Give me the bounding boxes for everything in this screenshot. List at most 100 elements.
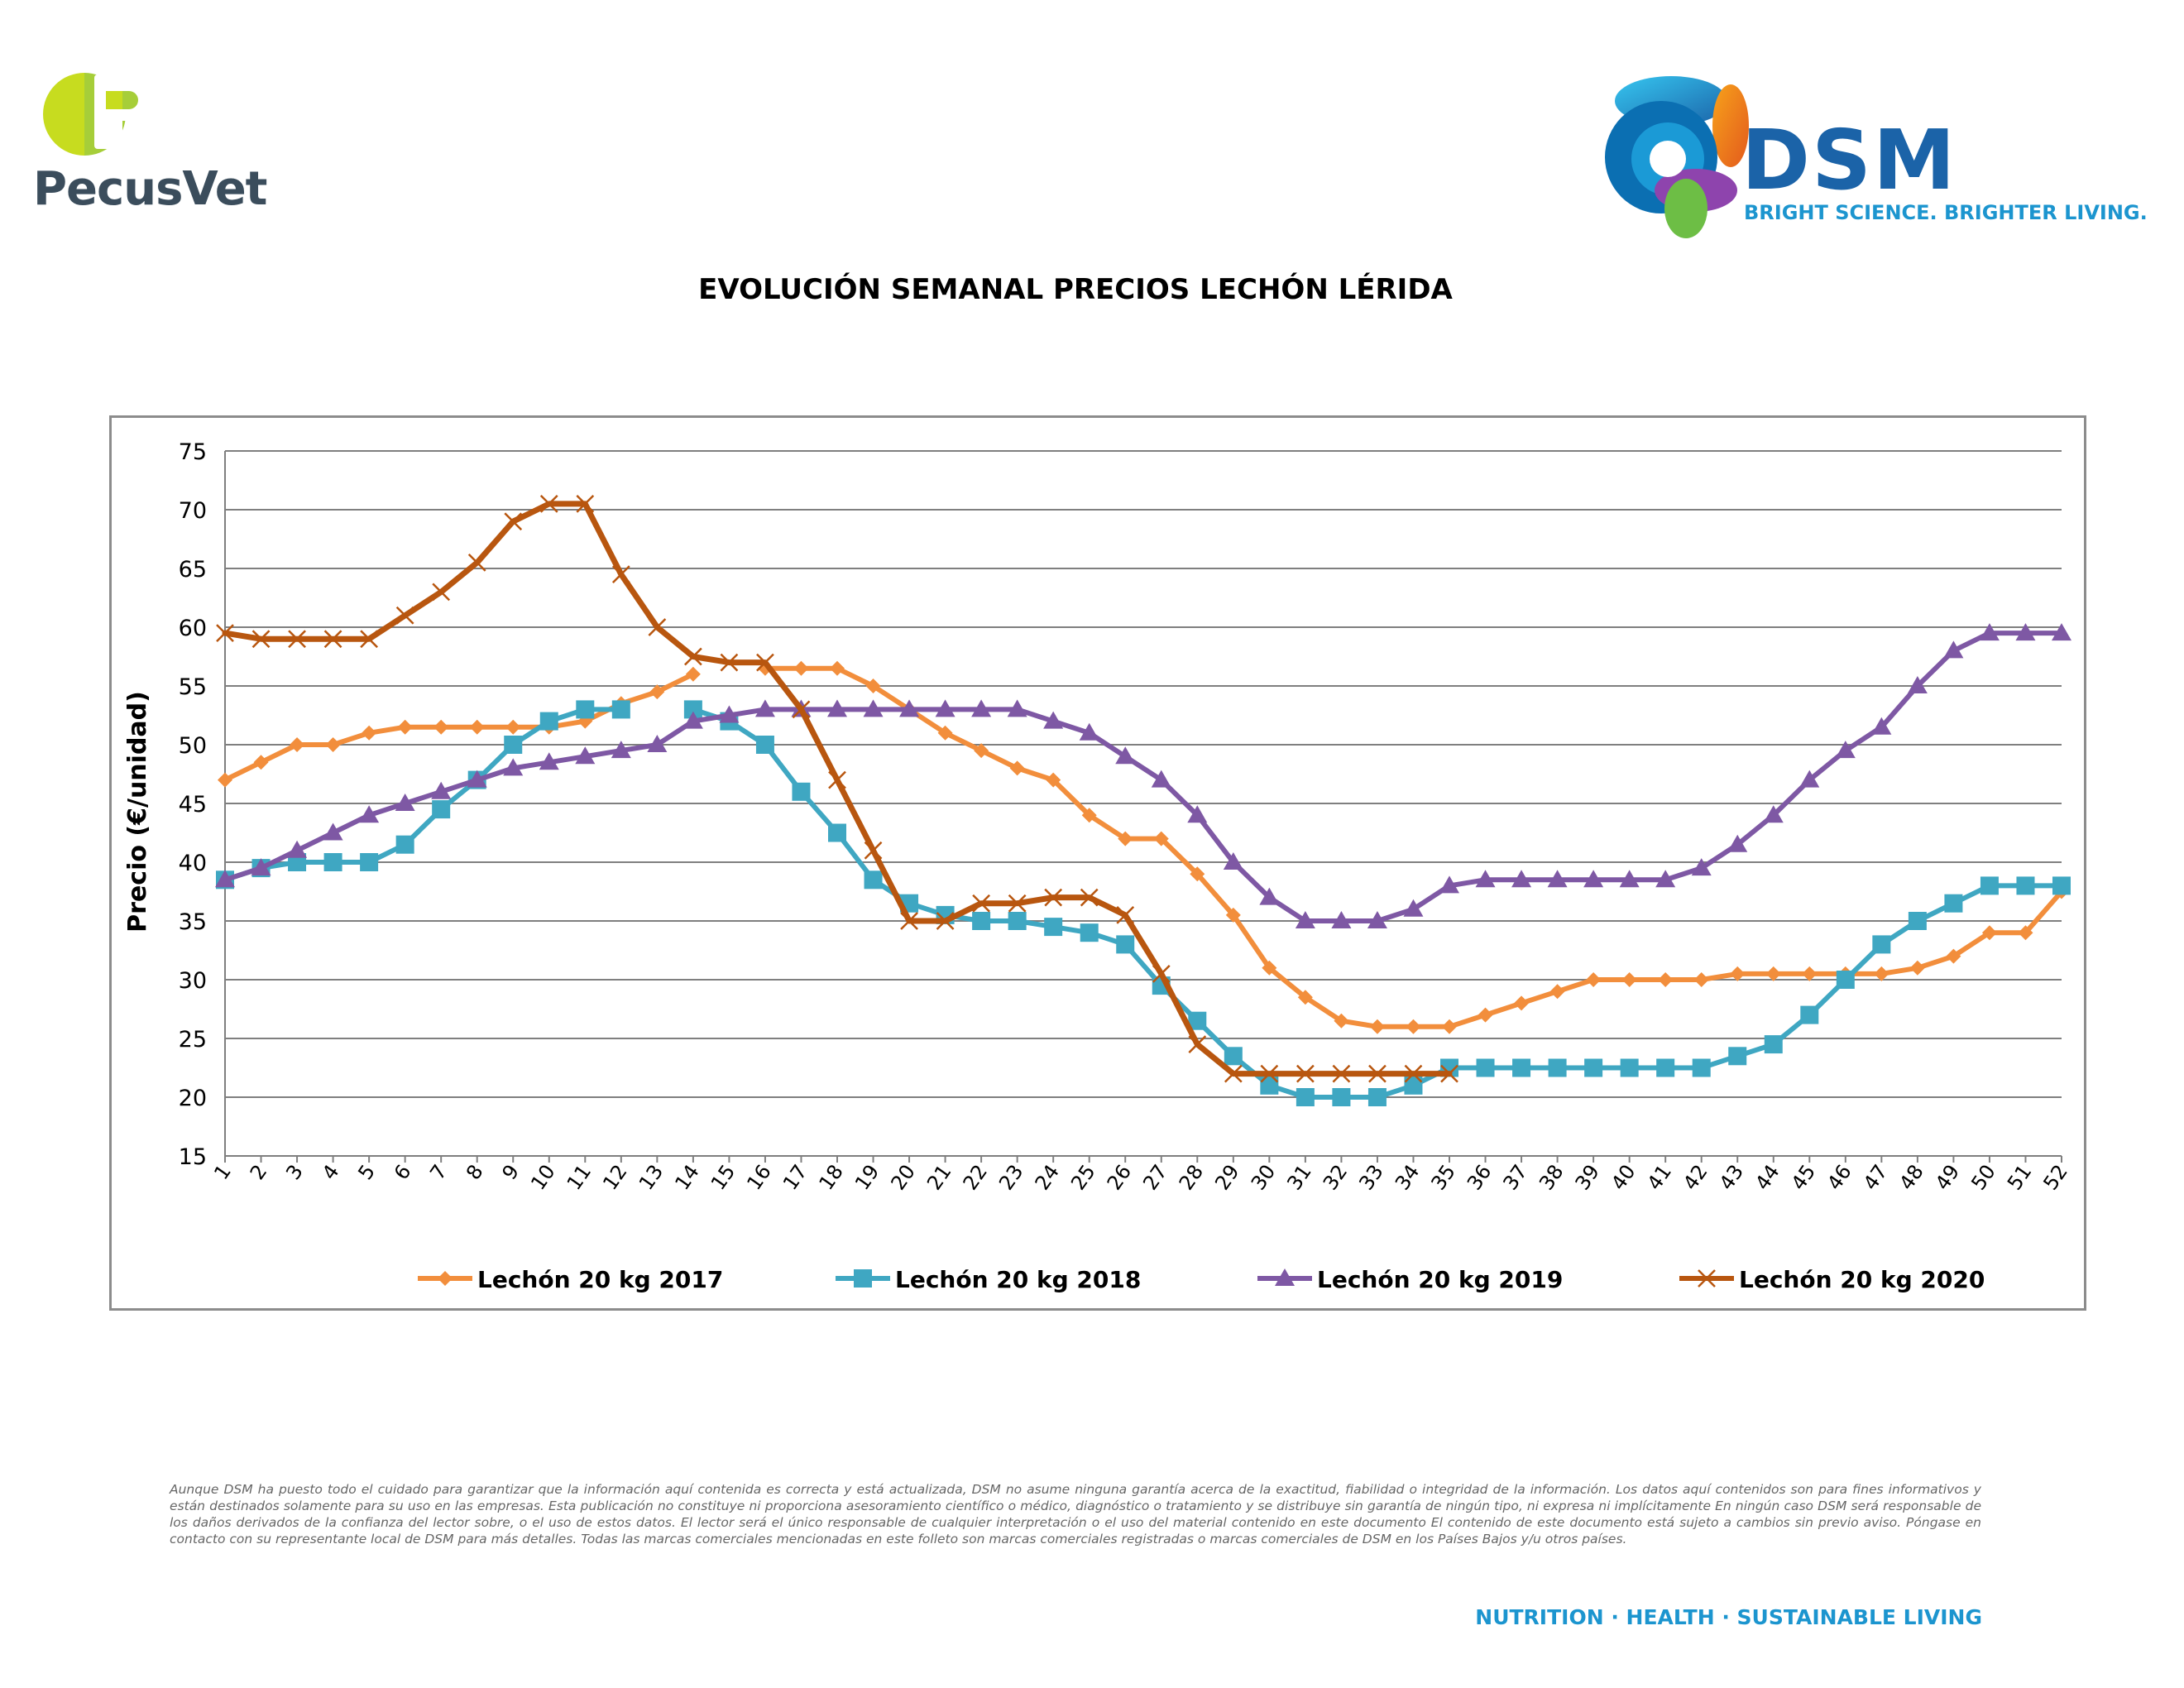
- x-tick-label: 48: [1894, 1160, 1928, 1194]
- data-point: [215, 870, 235, 888]
- series-line: [223, 665, 2064, 1029]
- y-tick-label: 30: [179, 968, 207, 994]
- data-point: [1223, 852, 1243, 870]
- chart-title: EVOLUCIÓN SEMANAL PRECIOS LECHÓN LÉRIDA: [698, 273, 1453, 306]
- data-point: [1044, 918, 1063, 937]
- x-tick-label: 15: [706, 1160, 740, 1194]
- data-point: [972, 912, 991, 930]
- data-point: [218, 772, 232, 788]
- data-point: [1367, 911, 1387, 928]
- legend-label: Lechón 20 kg 2020: [1739, 1266, 1985, 1293]
- x-tick-label: 42: [1679, 1160, 1712, 1194]
- data-point: [682, 711, 703, 729]
- data-point: [1907, 676, 1928, 693]
- y-tick-label: 40: [179, 851, 207, 876]
- data-point: [899, 699, 920, 717]
- pecusvet-logo-text: PecusVet: [33, 162, 267, 216]
- data-point: [1872, 935, 1891, 954]
- data-point: [360, 630, 379, 649]
- data-point: [362, 725, 377, 741]
- dsm-tagline: BRIGHT SCIENCE. BRIGHTER LIVING.: [1744, 201, 2148, 224]
- data-point: [1511, 870, 1532, 888]
- data-point: [432, 583, 451, 602]
- x-tick-label: 14: [670, 1160, 703, 1194]
- data-point: [827, 699, 847, 717]
- disclaimer: Aunque DSM ha puesto todo el cuidado par…: [170, 1482, 1981, 1547]
- data-point: [1478, 1007, 1493, 1023]
- x-tick-label: 17: [778, 1160, 812, 1194]
- x-tick-label: 45: [1787, 1160, 1820, 1194]
- legend-marker: [438, 1271, 453, 1286]
- x-tick-label: 28: [1175, 1160, 1208, 1194]
- x-tick-label: 2: [246, 1160, 272, 1184]
- data-point: [290, 737, 305, 752]
- data-point: [323, 630, 342, 649]
- x-tick-label: 4: [318, 1160, 344, 1184]
- data-point: [1044, 888, 1063, 907]
- data-point: [1116, 906, 1135, 924]
- data-point: [503, 758, 524, 776]
- data-point: [1188, 1035, 1207, 1053]
- x-tick-label: 44: [1751, 1160, 1784, 1194]
- data-point: [1225, 907, 1241, 923]
- data-point: [935, 699, 956, 717]
- x-tick-label: 32: [1319, 1160, 1352, 1194]
- data-point: [1658, 972, 1674, 987]
- y-tick-label: 75: [179, 439, 207, 465]
- x-tick-label: 31: [1282, 1160, 1315, 1194]
- data-point: [1693, 972, 1709, 987]
- data-point: [2015, 623, 2036, 641]
- data-point: [1008, 912, 1027, 930]
- data-point: [504, 512, 523, 531]
- data-point: [1800, 1005, 1819, 1024]
- data-point: [1007, 699, 1027, 717]
- y-tick-label: 45: [179, 792, 207, 818]
- x-tick-label: 33: [1354, 1160, 1387, 1194]
- data-point: [2016, 876, 2035, 895]
- x-tick-label: 9: [497, 1160, 524, 1184]
- data-point: [683, 700, 702, 719]
- data-point: [828, 770, 846, 789]
- data-point: [1224, 1064, 1243, 1083]
- series-line: [223, 631, 2064, 923]
- data-point: [1152, 965, 1171, 983]
- data-point: [1583, 870, 1604, 888]
- data-point: [863, 699, 884, 717]
- data-point: [1081, 808, 1097, 823]
- data-point: [1046, 772, 1061, 788]
- data-point: [1406, 1019, 1421, 1034]
- data-point: [719, 705, 740, 723]
- data-point: [792, 700, 811, 719]
- x-tick-label: 21: [922, 1160, 956, 1194]
- y-tick-label: 55: [179, 674, 207, 700]
- data-point: [1476, 1058, 1495, 1077]
- data-point: [864, 841, 883, 860]
- data-point: [1080, 888, 1099, 907]
- data-point: [467, 770, 487, 788]
- pecusvet-logo: [43, 73, 152, 156]
- data-point: [1403, 899, 1424, 917]
- data-point: [1008, 894, 1027, 913]
- x-tick-label: 19: [850, 1160, 884, 1194]
- x-tick-label: 25: [1066, 1160, 1099, 1194]
- x-tick-label: 49: [1931, 1160, 1964, 1194]
- data-point: [1946, 948, 1961, 964]
- data-point: [611, 700, 630, 719]
- legend-marker: [1698, 1269, 1716, 1288]
- data-point: [685, 666, 701, 682]
- data-point: [1260, 1064, 1279, 1083]
- x-tick-label: 38: [1535, 1160, 1568, 1194]
- data-point: [1334, 1013, 1349, 1029]
- data-point: [936, 912, 955, 930]
- x-tick-label: 22: [959, 1160, 992, 1194]
- data-point: [505, 719, 521, 735]
- x-tick-label: 27: [1138, 1160, 1171, 1194]
- grid-lines: [224, 450, 2062, 1163]
- legend: Lechón 20 kg 2017 Lechón 20 kg 2018 Lechón…: [418, 1266, 1985, 1293]
- data-point: [1944, 894, 1963, 913]
- series-1: [218, 660, 2069, 1034]
- data-point: [1765, 966, 1781, 981]
- x-tick-label: 30: [1247, 1160, 1280, 1194]
- data-point: [395, 835, 414, 854]
- x-tick-label: 13: [635, 1160, 668, 1194]
